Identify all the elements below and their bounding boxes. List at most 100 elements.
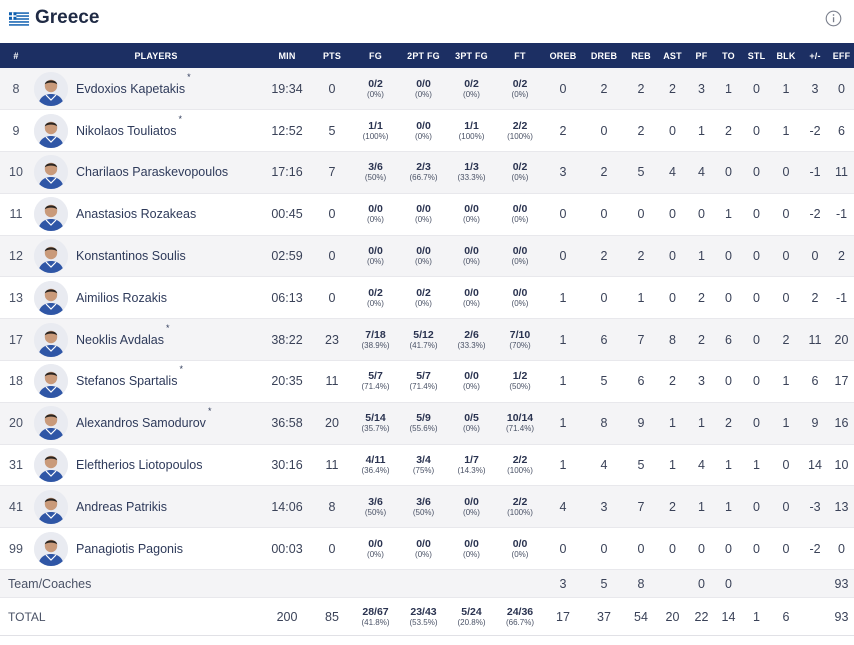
column-header[interactable]: AST [663, 50, 682, 61]
player-row[interactable]: 17 Neoklis Avdalas* 38:22 23 7/18 (38.9%) 5/12… [0, 318, 854, 361]
player-name-link[interactable]: Konstantinos Soulis [76, 249, 186, 264]
two-point-fg-made-attempted: 5/7 [416, 370, 431, 383]
two-point-fg: 0/0 (0%) [401, 235, 446, 277]
column-header[interactable]: FT [514, 50, 526, 61]
info-icon[interactable] [825, 10, 842, 27]
player-cell[interactable]: Panagiotis Pagonis [32, 528, 260, 570]
player-cell[interactable]: Stefanos Spartalis* [32, 361, 260, 403]
player-name-link[interactable]: Neoklis Avdalas [76, 332, 165, 347]
column-header[interactable]: STL [747, 50, 766, 61]
blocks: 0 [782, 249, 790, 264]
field-goals-made-attempted: 5/7 [368, 370, 383, 383]
efficiency: -1 [835, 290, 848, 305]
avatar [34, 406, 68, 441]
player-row[interactable]: 9 Nikolaos Touliatos* 12:52 5 1/1 (100%) 0/0 (0… [0, 109, 854, 152]
column-header[interactable]: PF [695, 50, 708, 61]
player-row[interactable]: 13 Aimilios Rozakis 06:13 0 0/2 (0%) 0/2 (0%) 0/… [0, 276, 854, 319]
efficiency: 20 [834, 332, 849, 347]
player-row[interactable]: 11 Anastasios Rozakeas 00:45 0 0/0 (0%) 0/0 (0%… [0, 193, 854, 236]
rebounds: 54 [634, 609, 648, 624]
column-header[interactable]: # [13, 50, 19, 61]
two-point-fg: 0/0 (0%) [401, 68, 446, 110]
two-point-fg-percentage: (0%) [415, 549, 432, 559]
player-name-link[interactable]: Evdoxios Kapetakis [76, 81, 186, 96]
player-cell[interactable]: Anastasios Rozakeas [32, 193, 260, 235]
turnovers: 0 [725, 249, 732, 264]
column-header[interactable]: FG [369, 50, 382, 61]
column-header[interactable]: DREB [590, 50, 618, 61]
player-name-link[interactable]: Nikolaos Touliatos [76, 123, 177, 138]
player-name-link[interactable]: Charilaos Paraskevopoulos [76, 165, 229, 180]
column-header[interactable]: PLAYERS [134, 50, 178, 61]
blocks: 2 [782, 332, 790, 347]
field-goals: 0/0 (0%) [350, 193, 401, 235]
column-header[interactable]: OREB [549, 50, 577, 61]
player-name-link[interactable]: Panagiotis Pagonis [76, 541, 184, 556]
player-name-link[interactable]: Alexandros Samodurov [76, 416, 206, 431]
player-name-link[interactable]: Andreas Patrikis [76, 499, 168, 514]
player-cell[interactable]: Eleftherios Liotopoulos [32, 444, 260, 486]
free-throws-percentage: (100%) [507, 507, 533, 517]
free-throws-made-attempted: 10/14 [506, 412, 534, 425]
player-cell[interactable]: Charilaos Paraskevopoulos [32, 152, 260, 194]
column-header[interactable]: +/- [809, 50, 821, 61]
free-throws-made-attempted: 2/2 [512, 495, 528, 508]
player-row[interactable]: 18 Stefanos Spartalis* 20:35 11 5/7 (71.4%) 5/… [0, 360, 854, 403]
offensive-rebounds: 0 [559, 249, 567, 264]
free-throws-made-attempted: 0/0 [512, 286, 528, 299]
column-header[interactable]: BLK [776, 50, 796, 61]
jersey-number: 20 [9, 416, 23, 431]
player-cell[interactable]: Aimilios Rozakis [32, 277, 260, 319]
field-goals: 0/0 (0%) [350, 528, 401, 570]
player-row[interactable]: 8 Evdoxios Kapetakis* 19:34 0 0/2 (0%) 0/0 (0%)… [0, 68, 854, 110]
personal-fouls: 2 [698, 290, 705, 305]
player-row[interactable]: 31 Eleftherios Liotopoulos 30:16 11 4/11 (36.… [0, 444, 854, 486]
field-goals-made-attempted: 3/6 [368, 161, 383, 174]
player-cell[interactable]: Konstantinos Soulis [32, 235, 260, 277]
field-goals-percentage: (0%) [367, 257, 384, 267]
player-cell[interactable]: Evdoxios Kapetakis* [32, 68, 260, 110]
free-throws: 2/2 (100%) [497, 444, 543, 486]
two-point-fg-percentage: (0%) [415, 131, 432, 141]
player-name-link[interactable]: Anastasios Rozakeas [76, 207, 197, 222]
field-goals-made-attempted: 7/18 [365, 328, 386, 341]
assists: 0 [669, 541, 676, 556]
column-header[interactable]: PTS [322, 50, 342, 61]
player-row[interactable]: 41 Andreas Patrikis 14:06 8 3/6 (50%) 3/6 (50%)… [0, 485, 854, 528]
column-header[interactable]: TO [722, 50, 735, 61]
assists: 2 [669, 374, 676, 389]
two-point-fg: 0/2 (0%) [401, 277, 446, 319]
minutes: 17:16 [271, 165, 303, 180]
offensive-rebounds: 0 [559, 207, 567, 222]
player-cell[interactable]: Andreas Patrikis [32, 486, 260, 528]
turnovers: 14 [721, 609, 736, 624]
column-header[interactable]: EFF [832, 50, 851, 61]
two-point-fg-made-attempted: 23/43 [410, 605, 437, 618]
column-header[interactable]: REB [631, 50, 651, 61]
efficiency: 13 [834, 499, 849, 514]
rebounds: 7 [637, 499, 645, 514]
steals: 0 [753, 541, 760, 556]
personal-fouls: 0 [698, 541, 705, 556]
player-row[interactable]: 12 Konstantinos Soulis 02:59 0 0/0 (0%) 0/0 (0%… [0, 235, 854, 277]
free-throws-percentage: (100%) [507, 466, 533, 476]
player-name-link[interactable]: Eleftherios Liotopoulos [76, 458, 203, 473]
player-row[interactable]: 10 Charilaos Paraskevopoulos 17:16 7 3/6 (50%… [0, 151, 854, 194]
field-goals-made-attempted: 0/0 [368, 245, 383, 258]
turnovers: 2 [725, 123, 732, 138]
player-cell[interactable]: Alexandros Samodurov* [32, 402, 260, 444]
column-header[interactable]: 3PT FG [455, 50, 488, 61]
player-cell[interactable]: Nikolaos Touliatos* [32, 110, 260, 152]
offensive-rebounds: 3 [559, 165, 567, 180]
player-name-link[interactable]: Stefanos Spartalis [76, 374, 178, 389]
minutes: 02:59 [271, 249, 303, 264]
column-header[interactable]: MIN [278, 50, 296, 61]
plus-minus: 6 [811, 374, 819, 389]
player-row[interactable]: 20 Alexandros Samodurov* 36:58 20 5/14 (35.7%… [0, 402, 854, 445]
player-cell[interactable]: Neoklis Avdalas* [32, 319, 260, 361]
column-header[interactable]: 2PT FG [407, 50, 440, 61]
avatar [34, 197, 68, 232]
player-row[interactable]: 99 Panagiotis Pagonis 00:03 0 0/0 (0%) 0/0 (0%)… [0, 527, 854, 570]
player-name-link[interactable]: Aimilios Rozakis [76, 290, 167, 305]
plus-minus: 0 [811, 249, 819, 264]
